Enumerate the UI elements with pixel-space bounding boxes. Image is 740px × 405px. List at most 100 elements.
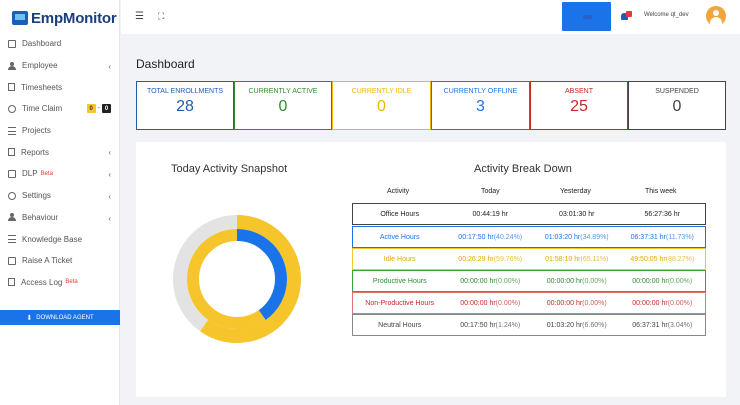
stat-label: CURRENTLY ACTIVE: [248, 88, 318, 95]
cell-value: 00:00:00 hr: [546, 299, 583, 307]
cell-value: 01:58:10 hr: [545, 255, 581, 263]
chevron-left-icon: ‹: [108, 213, 111, 223]
sidebar-item-timesheets[interactable]: Timesheets: [0, 76, 120, 98]
stat-currently-active[interactable]: CURRENTLY ACTIVE 0: [234, 81, 332, 130]
cell-percent: (0.00%): [582, 299, 607, 307]
cell-value: 01:03:20 hr: [544, 233, 581, 241]
cell-percent: (88.27%): [665, 255, 695, 263]
sidebar-item-employee[interactable]: Employee ‹: [0, 55, 120, 77]
stat-absent[interactable]: ABSENT 25: [530, 81, 628, 130]
stat-total-enrollments[interactable]: TOTAL ENROLLMENTS 28: [136, 81, 234, 130]
sidebar-item-label: Raise A Ticket: [22, 256, 73, 266]
activity-cell: Productive Hours: [353, 278, 446, 285]
column-header-activity: Activity: [387, 188, 410, 195]
users-icon: [8, 213, 16, 222]
table-row: Idle Hours 00:26:29 hr(59.76%) 01:58:10 hr…: [352, 248, 706, 270]
app-logo[interactable]: EmpMonitor: [12, 8, 117, 28]
sidebar-item-reports[interactable]: Reports ‹: [0, 141, 120, 163]
stat-suspended[interactable]: SUSPENDED 0: [628, 81, 726, 130]
approved-badge: 0: [102, 104, 111, 114]
today-cell: 00:26:29 hr(59.76%): [446, 256, 534, 263]
cell-value: 49:50:05 hr: [630, 255, 666, 263]
cell-value: 00:00:00 hr: [632, 299, 668, 307]
download-agent-button[interactable]: ⬇ DOWNLOAD AGENT: [0, 310, 120, 325]
stat-currently-idle[interactable]: CURRENTLY IDLE 0: [332, 81, 431, 130]
sidebar-item-label: Timesheets: [21, 82, 63, 92]
week-cell: 00:00:00 hr(0.00%): [619, 278, 705, 285]
sidebar-item-dlp[interactable]: DLP Beta ‹: [0, 163, 120, 185]
sidebar-item-behaviour[interactable]: Behaviour ‹: [0, 207, 120, 229]
inner-ring: [187, 229, 287, 329]
sidebar-item-projects[interactable]: Projects: [0, 120, 120, 142]
sidebar-item-label: Knowledge Base: [22, 234, 83, 244]
action-button[interactable]: [562, 2, 611, 31]
stat-label: ABSENT: [564, 88, 593, 95]
sidebar-item-label: Settings: [22, 191, 51, 201]
table-row: Active Hours 00:17:50 hr(40.24%) 01:03:20 …: [352, 226, 706, 248]
sidebar-item-dashboard[interactable]: Dashboard: [0, 33, 120, 55]
avatar[interactable]: [706, 6, 726, 26]
shield-icon: [8, 169, 16, 178]
activity-cell: Office Hours: [353, 211, 446, 218]
clock-icon: [8, 104, 16, 113]
week-cell: 49:50:05 hr(88.27%): [619, 256, 705, 263]
yesterday-cell: 00:00:00 hr(0.00%): [534, 278, 620, 285]
page-title: Dashboard: [136, 57, 195, 71]
cell-value: 03:01:30 hr: [559, 210, 595, 218]
notification-bell-icon[interactable]: [621, 11, 632, 21]
dashboard-icon: [8, 39, 16, 48]
activity-cell: Non-Productive Hours: [353, 300, 446, 307]
today-cell: 00:00:00 hr(0.00%): [446, 278, 534, 285]
yesterday-cell: 01:03:20 hr(6.60%): [534, 322, 620, 329]
time-claim-badges: 0 - 0: [86, 104, 111, 114]
stat-value: 0: [278, 98, 288, 115]
list-icon: [8, 126, 16, 135]
cell-percent: (3.04%): [667, 321, 693, 329]
table-row: Non-Productive Hours 00:00:00 hr(0.00%) 00…: [352, 292, 706, 314]
timesheet-icon: [8, 83, 15, 92]
inner-slice-idle[interactable]: [187, 229, 287, 329]
stat-currently-offline[interactable]: CURRENTLY OFFLINE 3: [431, 81, 530, 130]
sidebar-item-access-log[interactable]: Access Log Beta: [0, 272, 120, 294]
activity-donut-chart: [173, 215, 301, 343]
fullscreen-icon[interactable]: ⛶: [158, 11, 165, 21]
week-cell: 00:00:00 hr(0.00%): [619, 300, 705, 307]
stat-label: TOTAL ENROLLMENTS: [146, 88, 224, 95]
ticket-icon: [8, 256, 16, 265]
cell-percent: (1.24%): [495, 321, 521, 329]
sidebar-item-label: DLP: [22, 169, 38, 179]
notification-count-badge: [626, 11, 632, 17]
log-icon: [8, 278, 15, 287]
chevron-left-icon: ‹: [108, 61, 111, 71]
beta-tag: Beta: [40, 170, 53, 177]
cell-value: Idle Hours: [383, 255, 416, 263]
snapshot-title: Today Activity Snapshot: [171, 163, 288, 175]
cell-percent: (34.89%): [580, 233, 609, 241]
yesterday-cell: 01:58:10 hr(65.11%): [534, 256, 620, 263]
stat-value: 25: [570, 98, 588, 115]
report-icon: [8, 148, 15, 157]
download-icon: ⬇: [26, 314, 33, 322]
stat-label: CURRENTLY OFFLINE: [443, 88, 518, 95]
chevron-left-icon: ‹: [108, 170, 111, 180]
cell-value: Productive Hours: [372, 277, 427, 285]
cell-percent: (0.00%): [582, 277, 607, 285]
menu-icon[interactable]: ☰: [135, 11, 144, 22]
beta-tag: Beta: [65, 279, 78, 286]
outer-slice-remaining[interactable]: [173, 215, 301, 343]
sidebar-item-raise-ticket[interactable]: Raise A Ticket: [0, 250, 120, 272]
sidebar: EmpMonitor Dashboard Employee ‹ Timeshee…: [0, 0, 120, 405]
week-cell: 56:27:36 hr: [619, 211, 705, 218]
sidebar-item-settings[interactable]: Settings ‹: [0, 185, 120, 207]
sidebar-item-label: Reports: [21, 147, 50, 157]
outer-ring: [173, 215, 301, 343]
column-header-yesterday: Yesterday: [560, 188, 591, 195]
cell-value: 00:00:00 hr: [632, 277, 668, 285]
stat-label: CURRENTLY IDLE: [351, 88, 412, 95]
sidebar-item-knowledge-base[interactable]: Knowledge Base: [0, 228, 120, 250]
yesterday-cell: 03:01:30 hr: [534, 211, 620, 218]
cell-value: 00:17:50 hr: [458, 233, 494, 241]
sidebar-item-time-claim[interactable]: Time Claim 0 - 0: [0, 98, 120, 120]
bell-icon: [621, 13, 628, 20]
cell-value: Non-Productive Hours: [365, 299, 435, 307]
